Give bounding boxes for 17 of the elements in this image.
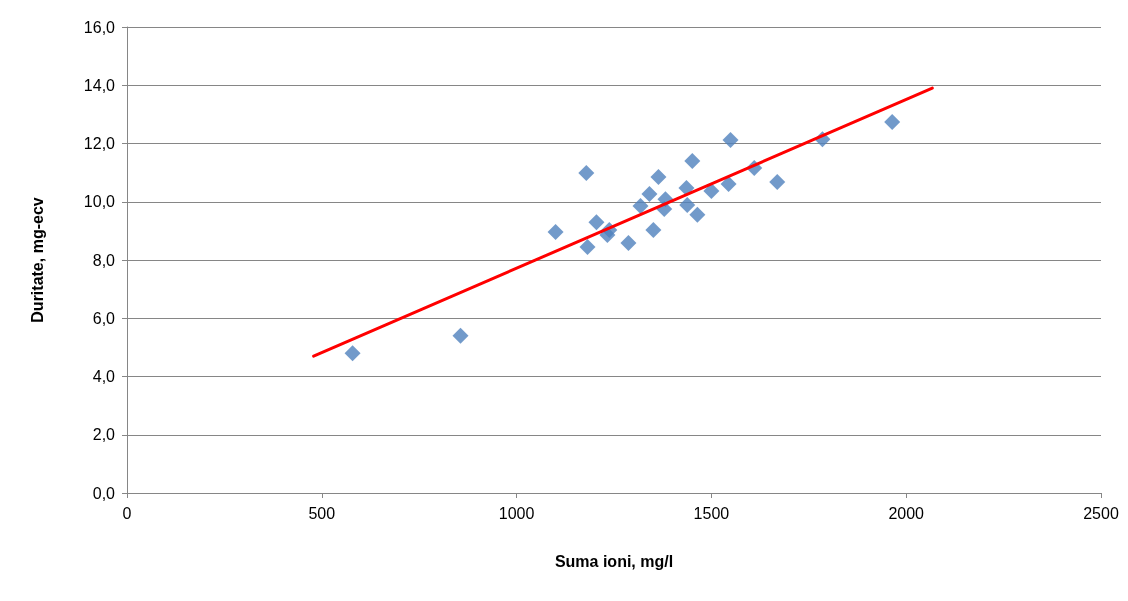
y-tick-label: 6,0 (92, 309, 116, 327)
y-tick-label: 10,0 (83, 193, 116, 211)
y-tick-label: 14,0 (83, 76, 116, 94)
x-tick-label: 500 (308, 504, 336, 522)
y-tick-label: 2,0 (92, 426, 116, 444)
y-axis-title: Duritate, mg-ecv (28, 197, 46, 323)
y-tick-label: 0,0 (92, 484, 116, 502)
x-tick-label: 1500 (693, 504, 730, 522)
x-tick-label: 2500 (1083, 504, 1119, 522)
x-tick-label: 1000 (498, 504, 535, 522)
y-tick-label: 8,0 (92, 251, 116, 269)
x-axis-title: Suma ioni, mg/l (554, 552, 674, 570)
x-tick-label: 2000 (888, 504, 925, 522)
y-tick-label: 4,0 (92, 368, 116, 385)
y-tick-label: 12,0 (83, 135, 116, 152)
x-tick-label: 0 (122, 504, 132, 522)
y-tick-label: 16,0 (83, 18, 116, 36)
